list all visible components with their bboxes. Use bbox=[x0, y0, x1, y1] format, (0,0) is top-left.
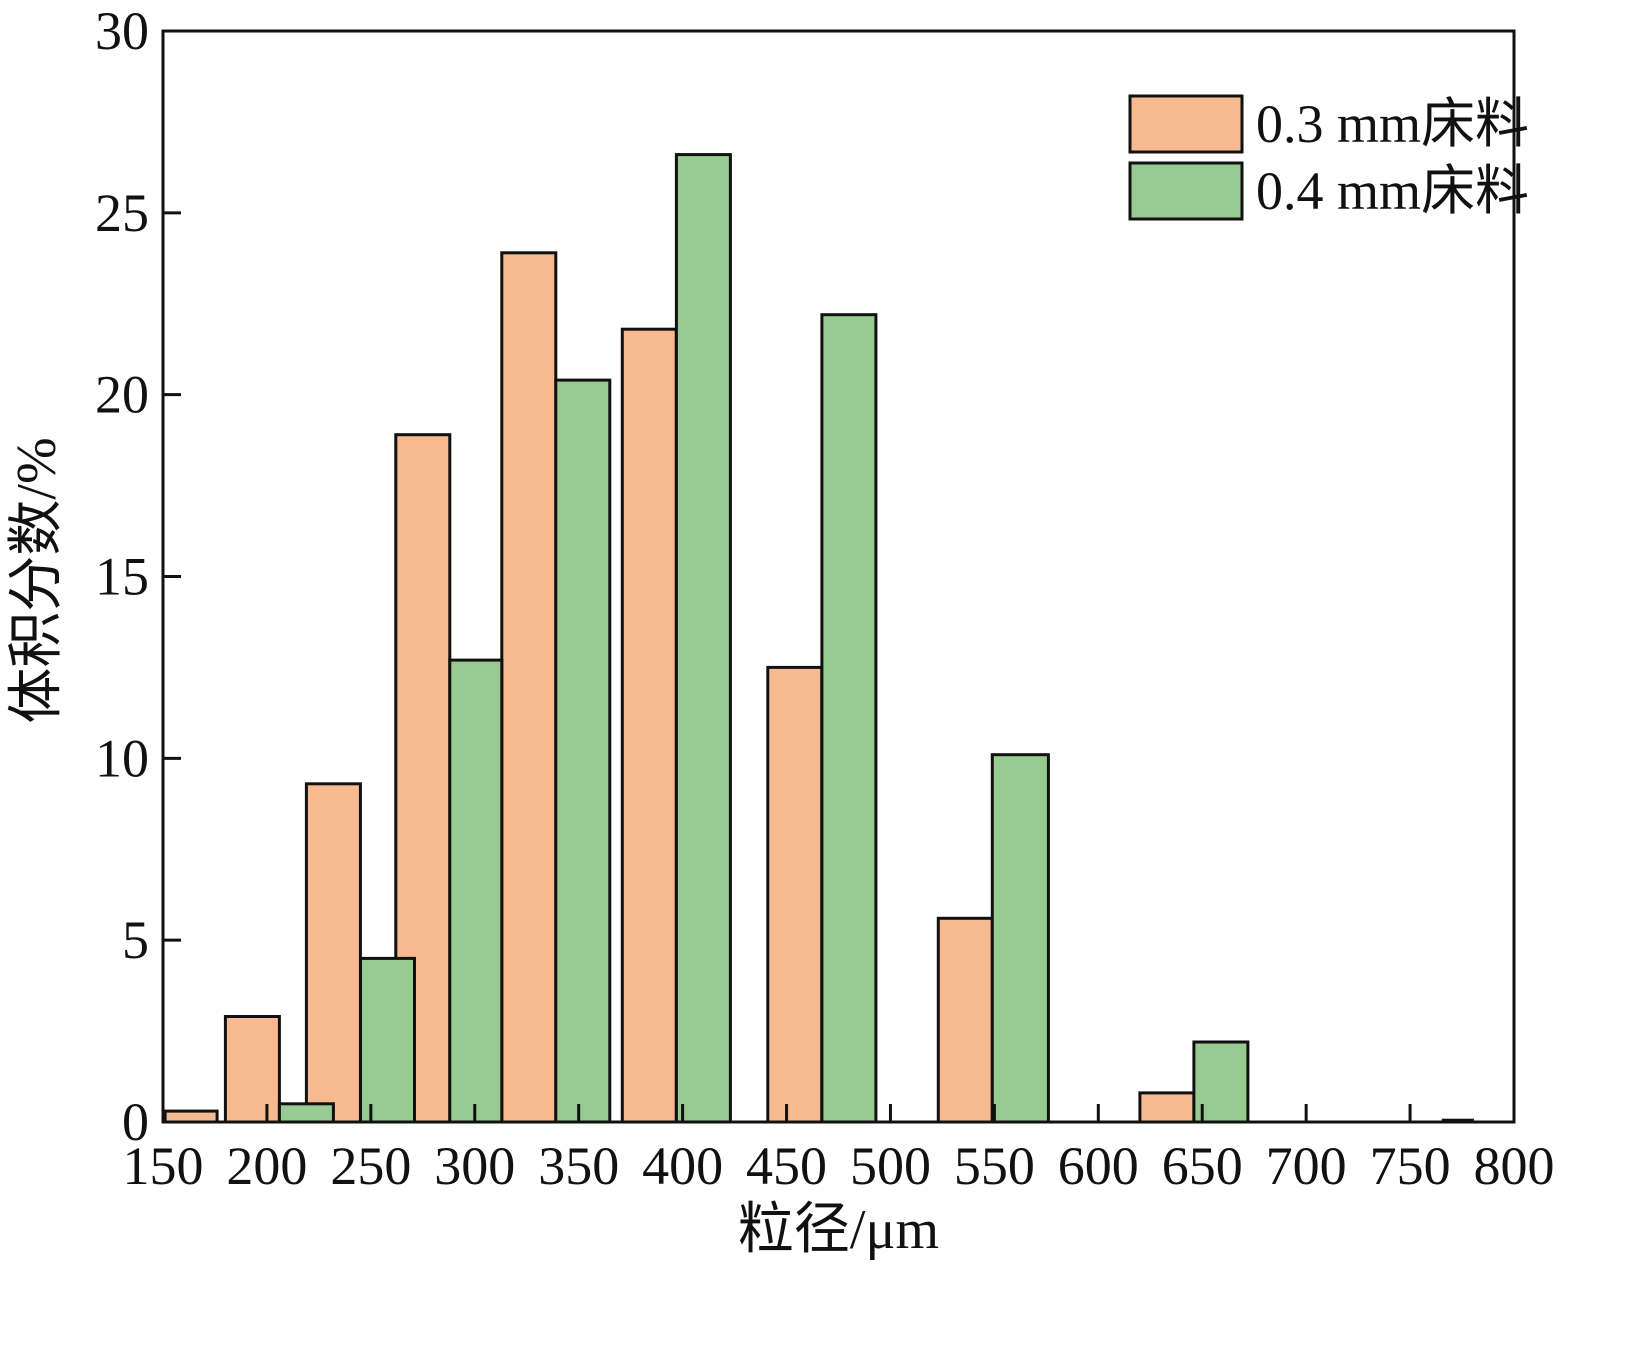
legend-swatch-series-1 bbox=[1128, 94, 1244, 154]
bar-series-1-8 bbox=[936, 916, 994, 1124]
bar-series-2-5 bbox=[674, 153, 732, 1124]
x-axis-title: 粒径/μm bbox=[738, 1199, 939, 1261]
x-tick-label-300: 300 bbox=[434, 1136, 515, 1196]
bar-series-1-6 bbox=[620, 327, 678, 1124]
legend-label-series-1: 0.3 mm床料 bbox=[1256, 94, 1529, 154]
y-tick-label-20: 20 bbox=[95, 365, 149, 425]
bars-layer bbox=[163, 153, 1474, 1124]
bar-series-2-2 bbox=[359, 956, 416, 1124]
y-tick-label-15: 15 bbox=[95, 547, 149, 607]
y-tick-label-0: 0 bbox=[122, 1092, 149, 1152]
x-tick-label-650: 650 bbox=[1162, 1136, 1243, 1196]
legend: 0.3 mm床料 0.4 mm床料 bbox=[1128, 94, 1529, 221]
x-tick-label-750: 750 bbox=[1370, 1136, 1451, 1196]
bar-series-2-4 bbox=[554, 378, 612, 1124]
bar-series-1-9 bbox=[1138, 1091, 1196, 1124]
x-tick-label-400: 400 bbox=[642, 1136, 723, 1196]
x-tick-label-600: 600 bbox=[1058, 1136, 1139, 1196]
y-tick-label-10: 10 bbox=[95, 728, 149, 788]
ticks-layer bbox=[161, 29, 1516, 1124]
x-tick-label-500: 500 bbox=[850, 1136, 931, 1196]
x-tick-label-250: 250 bbox=[330, 1136, 411, 1196]
x-tick-label-550: 550 bbox=[954, 1136, 1035, 1196]
y-axis-title: 体积分数/% bbox=[6, 437, 68, 723]
tick-labels: 150 200 250 300 350 400 450 500 550 600 650 700 750 8… bbox=[95, 1, 1555, 1196]
bar-series-1-1 bbox=[163, 1109, 219, 1124]
bar-series-1-3 bbox=[304, 782, 362, 1124]
x-tick-label-700: 700 bbox=[1266, 1136, 1347, 1196]
y-tick-label-25: 25 bbox=[95, 183, 149, 243]
y-tick-label-30: 30 bbox=[95, 1, 149, 61]
legend-label-series-2: 0.4 mm床料 bbox=[1256, 161, 1529, 221]
x-tick-label-450: 450 bbox=[746, 1136, 827, 1196]
bar-series-2-1 bbox=[277, 1102, 335, 1124]
bar-series-1-5 bbox=[500, 251, 558, 1124]
x-tick-label-200: 200 bbox=[226, 1136, 307, 1196]
bar-series-1-7 bbox=[766, 665, 824, 1124]
x-tick-label-150: 150 bbox=[123, 1136, 204, 1196]
bar-series-2-6 bbox=[820, 313, 878, 1124]
bar-series-1-2 bbox=[223, 1015, 281, 1124]
legend-swatch-series-2 bbox=[1128, 161, 1244, 221]
x-tick-label-350: 350 bbox=[538, 1136, 619, 1196]
bar-series-2-7 bbox=[990, 753, 1050, 1124]
y-tick-label-5: 5 bbox=[122, 910, 149, 970]
bar-series-2-3 bbox=[448, 658, 504, 1124]
x-tick-label-800: 800 bbox=[1474, 1136, 1555, 1196]
